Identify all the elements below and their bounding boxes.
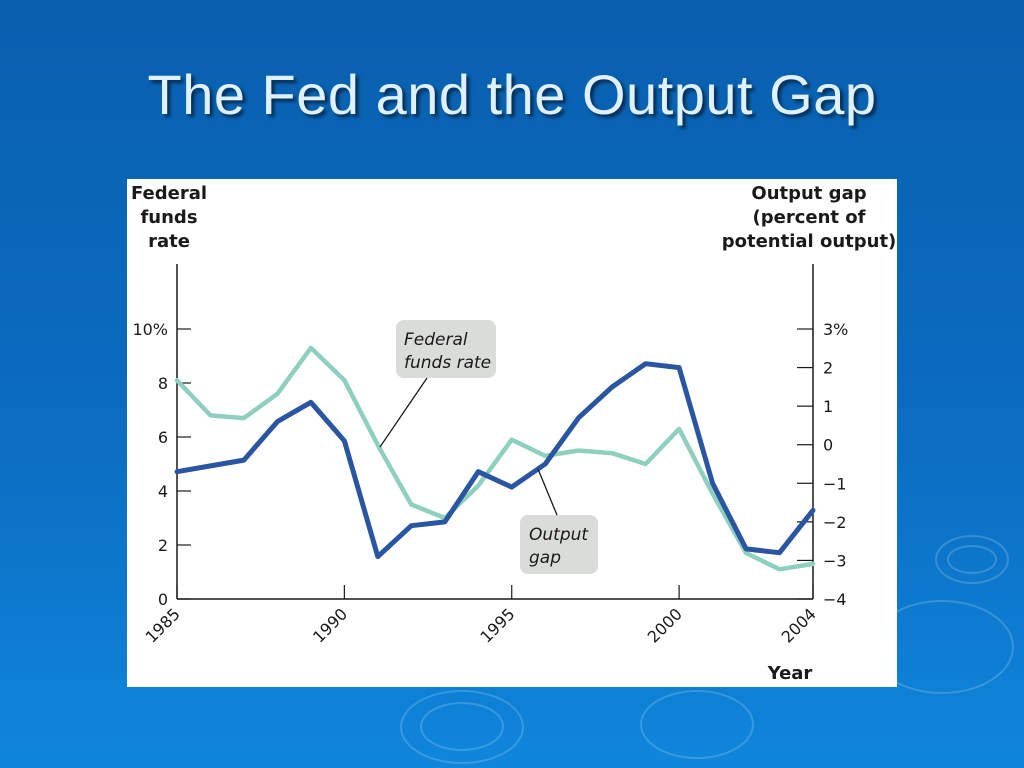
ripple-decoration	[420, 702, 504, 751]
right-tick-label: 1	[823, 397, 833, 416]
federal-funds-rate-callout-text: funds rate	[404, 353, 491, 373]
left-tick-label: 8	[158, 374, 168, 393]
x-tick-label: 1985	[142, 604, 184, 646]
left-tick-label: 6	[158, 428, 168, 447]
output-gap-callout-leader	[537, 468, 558, 516]
left-axis-title-line: funds	[140, 207, 197, 228]
x-tick-label: 1990	[309, 604, 351, 646]
ripple-decoration	[400, 690, 524, 764]
right-tick-label: −4	[823, 590, 847, 609]
chart-panel: Federal funds rate Output gap (percent of po…	[127, 179, 897, 687]
callouts: Federal funds rate Output gap	[379, 320, 598, 574]
line-chart: Federal funds rate Output gap (percent of po…	[131, 183, 897, 684]
right-axis-title-line: Output gap	[751, 183, 866, 204]
right-tick-label: 0	[823, 436, 833, 455]
left-tick-label: 4	[158, 482, 168, 501]
right-tick-label: −2	[823, 513, 847, 532]
right-tick-label: −1	[823, 474, 847, 493]
x-tick-label: 1995	[476, 604, 518, 646]
right-tick-label: 2	[823, 359, 833, 378]
output-gap-callout-box	[520, 515, 598, 574]
right-axis-title: Output gap (percent of potential output)	[722, 183, 897, 252]
left-tick-label: 0	[158, 590, 168, 609]
right-axis-title-line: (percent of	[753, 207, 866, 228]
left-tick-label: 2	[158, 536, 168, 555]
right-tick-label: −3	[823, 551, 847, 570]
output-gap-line	[174, 361, 816, 560]
left-axis-title-line: rate	[148, 231, 190, 252]
right-tick-label: 3%	[823, 320, 848, 339]
output-gap-callout-text: Output	[529, 525, 589, 545]
ripple-decoration	[640, 690, 754, 759]
series-layer	[174, 345, 816, 572]
right-axis-title-line: potential output)	[722, 231, 897, 252]
x-axis-title: Year	[767, 663, 813, 684]
federal-funds-rate-callout-leader	[379, 377, 428, 448]
x-tick-label: 2004	[778, 604, 820, 646]
output-gap-callout-text: gap	[529, 548, 561, 568]
left-axis-title: Federal funds rate	[131, 183, 207, 252]
left-axis-title-line: Federal	[131, 183, 207, 204]
left-tick-label: 10%	[132, 320, 168, 339]
federal-funds-rate-line	[174, 345, 816, 572]
ripple-decoration	[947, 545, 997, 574]
x-tick-label: 2000	[644, 604, 686, 646]
federal-funds-rate-callout-text: Federal	[404, 330, 468, 350]
federal-funds-rate-callout-box	[396, 320, 496, 378]
slide-title: The Fed and the Output Gap	[147, 63, 877, 126]
ripple-decoration	[935, 535, 1009, 584]
